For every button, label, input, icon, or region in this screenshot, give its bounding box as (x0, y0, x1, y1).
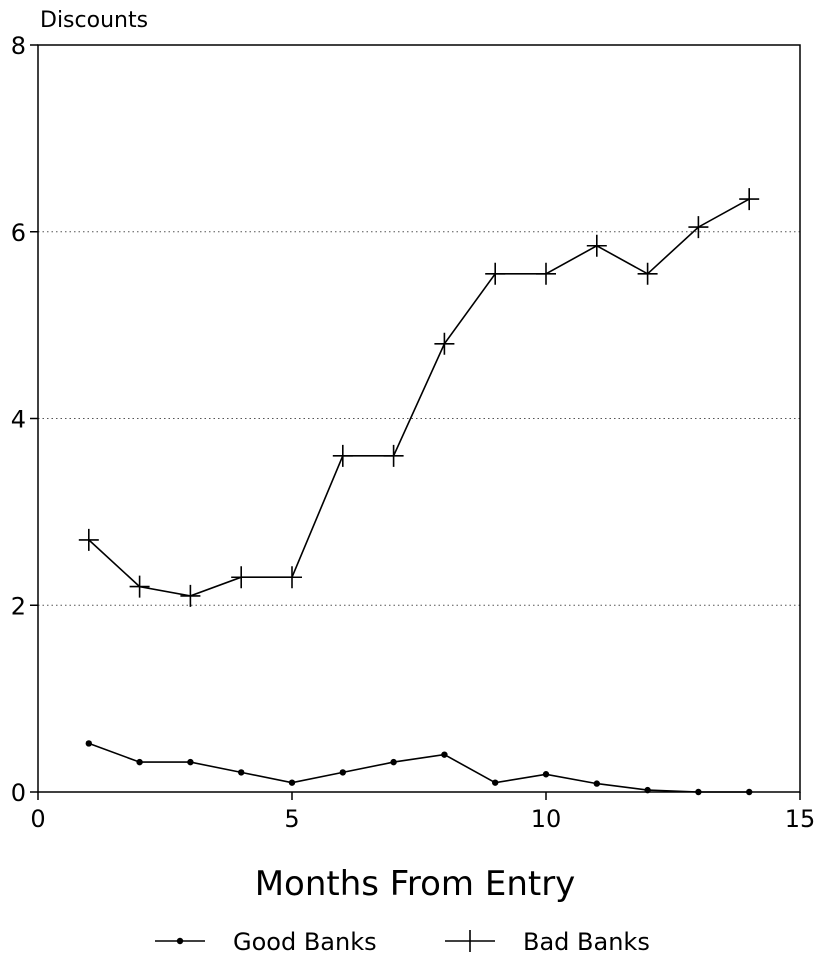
data-point (536, 262, 556, 285)
data-point (746, 788, 753, 796)
data-point (332, 444, 353, 467)
data-point (434, 332, 455, 355)
data-point (238, 769, 245, 776)
data-point (688, 216, 709, 239)
data-point (187, 758, 194, 766)
data-point (739, 188, 760, 211)
series-lines (78, 188, 760, 796)
x-tick-label: 0 (30, 805, 45, 833)
data-point (593, 780, 600, 787)
x-tick-label: 15 (785, 805, 816, 833)
y-tick-label: 4 (11, 406, 26, 434)
data-point (485, 262, 506, 285)
y-tick-label: 2 (11, 592, 26, 620)
x-axis-title: Months From Entry (255, 864, 576, 904)
x-tick-label: 5 (284, 805, 299, 833)
y-axis-ticks: 0 2 4 6 8 (11, 32, 38, 807)
data-point (129, 575, 150, 598)
legend-marker-dot (176, 937, 184, 945)
legend: Good Banks Bad Banks (155, 928, 650, 956)
x-axis-ticks: 0 5 10 15 (30, 792, 815, 833)
data-point (180, 584, 201, 607)
data-point (231, 566, 252, 589)
data-point (637, 262, 658, 285)
x-tick-label: 10 (531, 805, 562, 833)
y-tick-label: 8 (11, 32, 26, 60)
data-point (383, 444, 404, 467)
plot-frame (37, 44, 801, 793)
legend-label: Good Banks (233, 928, 377, 956)
data-point (390, 758, 397, 766)
data-point (78, 528, 99, 551)
data-point (288, 779, 296, 786)
data-point (586, 234, 607, 257)
data-point (339, 769, 346, 776)
data-point (492, 779, 499, 786)
grid-lines (38, 231, 800, 606)
data-point (441, 751, 448, 758)
y-tick-label: 6 (11, 219, 26, 247)
series-line-2 (88, 198, 750, 597)
y-tick-label: 0 (11, 779, 26, 807)
y-axis-title: Discounts (40, 8, 148, 33)
data-point (695, 788, 702, 796)
data-point (542, 771, 550, 778)
data-point (282, 566, 302, 589)
data-point (136, 758, 143, 766)
series-line-1 (88, 742, 750, 793)
data-point (644, 786, 651, 794)
legend-label: Bad Banks (523, 928, 650, 956)
data-point (85, 740, 93, 747)
